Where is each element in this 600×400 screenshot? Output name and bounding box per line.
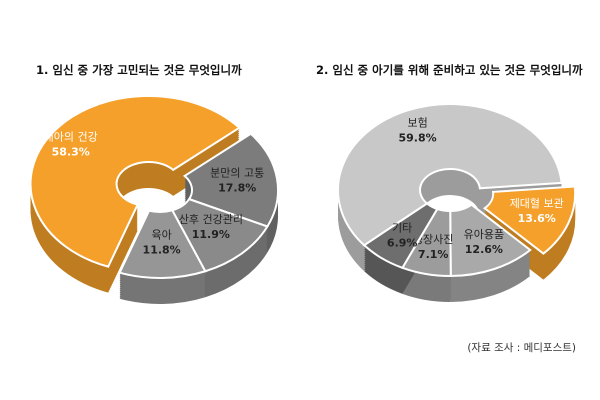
slice-value-label: 13.6% (518, 212, 556, 225)
chart-2-title: 2. 임신 중 아기를 위해 준비하고 있는 것은 무엇입니까 (316, 63, 583, 77)
slice-value-label: 58.3% (52, 146, 90, 159)
slice-value-label: 11.8% (143, 244, 181, 257)
slice-1 (337, 103, 563, 247)
slice-3 (449, 203, 532, 278)
slice-value-label: 11.9% (192, 228, 230, 241)
slice-5 (362, 202, 439, 270)
slice-value-label: 12.6% (465, 243, 503, 256)
slice-value-label: 17.8% (218, 181, 256, 194)
slice-value-label: 6.9% (387, 237, 418, 250)
slice-label: 유아용품 (464, 228, 504, 241)
slice-label: 보험 (407, 117, 427, 130)
slice-2 (182, 132, 279, 228)
slice-1 (29, 95, 241, 268)
slice-value-label: 7.1% (418, 248, 449, 261)
slice-label: 분만의 고통 (210, 166, 264, 179)
slice-label: 기타 (392, 222, 412, 235)
source-note: (자료 조사 : 메디포스트) (467, 342, 576, 354)
slice-label: 육아 (152, 229, 172, 242)
chart-1-title: 1. 임신 중 가장 고민되는 것은 무엇입니까 (36, 63, 242, 77)
slice-label: 태아의 건강 (44, 131, 98, 144)
slice-label: 성장사진 (413, 233, 453, 246)
slice-4 (118, 209, 207, 279)
slice-value-label: 59.8% (398, 132, 436, 145)
slice-label: 제대혈 보관 (510, 196, 564, 210)
slice-2 (482, 185, 577, 255)
slice-label: 산후 건강관리 (179, 213, 243, 226)
